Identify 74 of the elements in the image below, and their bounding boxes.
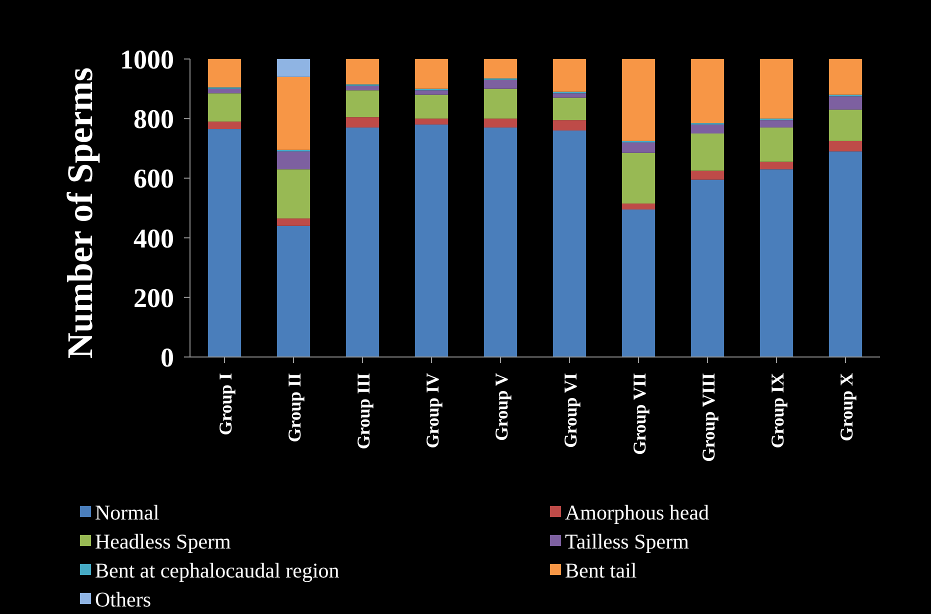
- bar: [690, 170, 724, 180]
- y-tick-label: 600: [134, 164, 174, 194]
- legend-label: Normal: [95, 500, 160, 524]
- x-tick-label: Group VI: [560, 373, 580, 448]
- bar: [208, 122, 242, 130]
- legend-label: Amorphous head: [565, 500, 710, 524]
- legend-label: Bent tail: [565, 558, 637, 582]
- bar: [622, 142, 656, 153]
- legend-label: Headless Sperm: [95, 529, 231, 554]
- x-tick-label: Group VIII: [698, 373, 718, 462]
- bar: [346, 90, 380, 118]
- bar: [828, 59, 862, 95]
- x-tick-label: Group IX: [768, 373, 788, 448]
- y-tick-label: 0: [160, 342, 174, 372]
- bar: [622, 204, 656, 210]
- bar: [690, 59, 724, 124]
- bar: [760, 59, 794, 119]
- bar: [276, 218, 310, 226]
- y-axis-title: Number of Sperms: [60, 67, 100, 359]
- bar: [622, 59, 656, 141]
- y-tick-label: 200: [134, 282, 174, 313]
- bar: [276, 226, 310, 357]
- x-tick-label: Group X: [836, 373, 856, 442]
- bar: [414, 118, 448, 125]
- legend-label: Others: [95, 587, 151, 612]
- x-tick-label: Group III: [354, 373, 374, 450]
- bar: [828, 110, 862, 141]
- bar: [414, 124, 448, 357]
- bar: [828, 96, 862, 110]
- y-tick-label: 400: [134, 223, 174, 254]
- bar: [484, 128, 518, 357]
- bar: [208, 129, 242, 357]
- bar: [690, 134, 724, 171]
- bar: [760, 128, 794, 162]
- bar: [552, 59, 586, 92]
- bar: [484, 88, 518, 119]
- bar: [276, 169, 310, 218]
- bar: [622, 209, 656, 357]
- bar: [484, 118, 518, 128]
- bar: [760, 169, 794, 357]
- bar: [346, 59, 380, 84]
- bar: [690, 180, 724, 357]
- bar: [276, 76, 310, 150]
- x-tick-label: Group VII: [630, 373, 650, 455]
- bar: [552, 120, 586, 131]
- x-tick-label: Group I: [216, 373, 236, 436]
- bar: [622, 152, 656, 204]
- bar: [414, 90, 448, 95]
- x-tick-label: Group II: [284, 373, 304, 442]
- bar: [414, 59, 448, 89]
- bar: [346, 128, 380, 357]
- bar: [760, 120, 794, 128]
- x-tick-label: Group IV: [422, 373, 442, 448]
- legend-label: Tailless Sperm: [565, 529, 689, 554]
- bar: [346, 117, 380, 128]
- bar: [208, 93, 242, 122]
- bar: [484, 59, 518, 78]
- bar: [760, 162, 794, 170]
- bar: [208, 59, 242, 88]
- bar: [414, 94, 448, 119]
- bar: [484, 80, 518, 89]
- bar: [346, 86, 380, 90]
- bar: [828, 140, 862, 152]
- bar: [552, 98, 586, 120]
- y-tick-label: 800: [134, 104, 174, 134]
- bar: [552, 130, 586, 357]
- bar: [828, 151, 862, 357]
- bar: [276, 151, 310, 170]
- x-tick-label: Group V: [492, 373, 512, 441]
- legend-label: Bent at cephalocaudal region: [95, 558, 340, 582]
- y-tick-label: 1000: [120, 44, 174, 74]
- bar: [690, 124, 724, 134]
- bar: [208, 88, 242, 94]
- bar: [276, 59, 310, 77]
